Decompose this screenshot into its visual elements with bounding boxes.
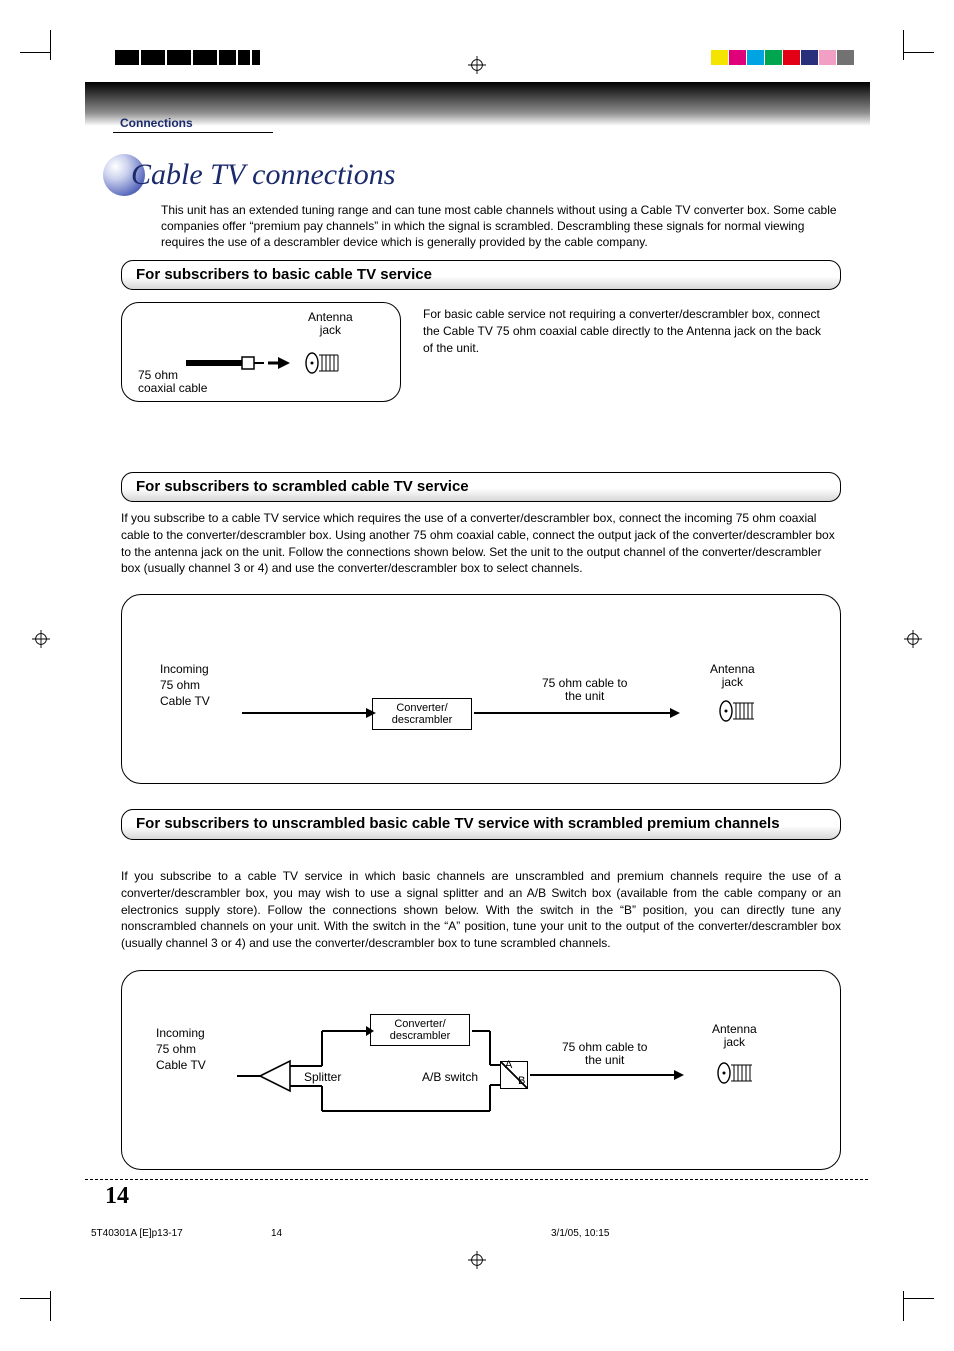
footer: 5T40301A [E]p13-17 14 3/1/05, 10:15 <box>85 1228 870 1239</box>
page-title: Cable TV connections <box>131 158 395 192</box>
title-row: Cable TV connections <box>103 154 395 196</box>
footer-page: 14 <box>271 1228 551 1239</box>
diagram-basic: Antennajack <box>121 302 401 402</box>
diagram-scrambled: Incoming75 ohmCable TV Converter/descram… <box>121 594 841 784</box>
coax-label: 75 ohmcoaxial cable <box>138 369 207 395</box>
header-gradient <box>85 82 870 126</box>
coax-diagram-icon <box>186 351 346 375</box>
density-blocks <box>115 50 262 70</box>
registration-mark-icon <box>468 56 486 74</box>
scrambled-description: If you subscribe to a cable TV service w… <box>121 510 841 577</box>
premium-wiring-icon <box>122 971 842 1171</box>
antenna-jack-label: Antennajack <box>308 311 353 337</box>
footer-date: 3/1/05, 10:15 <box>551 1228 609 1239</box>
subheader-premium: For subscribers to unscrambled basic cab… <box>121 809 841 840</box>
crop-mark-icon <box>880 1267 934 1321</box>
basic-section-row: Antennajack <box>121 302 841 402</box>
footer-divider <box>85 1179 870 1180</box>
section-label: Connections <box>120 116 193 130</box>
registration-mark-icon <box>904 630 922 648</box>
page-number: 14 <box>105 1183 129 1210</box>
diagram-premium: Incoming75 ohmCable TV Converter/descram… <box>121 970 841 1170</box>
subheader-basic: For subscribers to basic cable TV servic… <box>121 260 841 290</box>
crop-mark-icon <box>880 30 934 84</box>
registration-mark-icon <box>32 630 50 648</box>
color-bars <box>711 50 854 70</box>
intro-paragraph: This unit has an extended tuning range a… <box>161 202 841 251</box>
basic-description: For basic cable service not requiring a … <box>423 302 827 402</box>
premium-description: If you subscribe to a cable TV service i… <box>121 868 841 952</box>
footer-file: 5T40301A [E]p13-17 <box>91 1228 271 1239</box>
crop-mark-icon <box>20 1267 74 1321</box>
subheader-scrambled: For subscribers to scrambled cable TV se… <box>121 472 841 502</box>
section-label-underline <box>113 132 273 133</box>
registration-mark-icon <box>468 1251 486 1269</box>
crop-mark-icon <box>20 30 74 84</box>
scrambled-wiring-icon <box>122 595 842 785</box>
